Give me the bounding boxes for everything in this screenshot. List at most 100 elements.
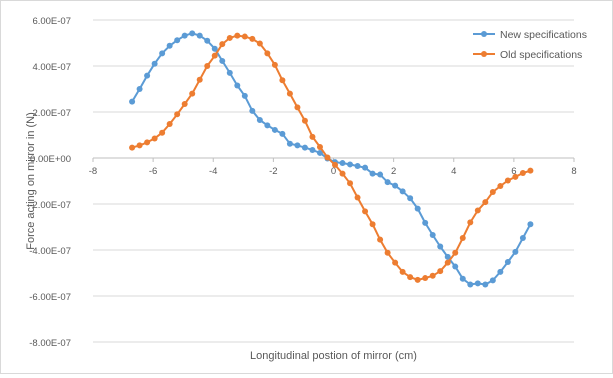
data-point-old-specifications xyxy=(362,208,369,215)
data-point-old-specifications xyxy=(211,52,218,59)
y-tick-label: -6.00E-07 xyxy=(29,292,71,303)
data-point-new-specifications xyxy=(189,30,196,37)
data-point-old-specifications xyxy=(429,272,436,279)
data-point-new-specifications xyxy=(347,161,354,168)
data-point-old-specifications xyxy=(332,161,339,168)
data-point-old-specifications xyxy=(226,34,233,41)
data-point-old-specifications xyxy=(301,117,308,124)
data-point-new-specifications xyxy=(316,149,323,156)
data-point-old-specifications xyxy=(234,32,241,39)
data-point-new-specifications xyxy=(264,122,271,129)
legend-item-old-specifications: Old specifications xyxy=(473,49,582,61)
data-point-new-specifications xyxy=(256,117,263,124)
data-point-old-specifications xyxy=(497,183,504,190)
data-point-new-specifications xyxy=(392,182,399,189)
y-tick-label: 6.00E-07 xyxy=(32,16,71,27)
y-tick-label: -2.00E-07 xyxy=(29,200,71,211)
data-point-old-specifications xyxy=(354,194,361,201)
data-point-new-specifications xyxy=(136,86,143,92)
x-tick-label: 4 xyxy=(451,166,456,177)
legend-item-new-specifications: New specifications xyxy=(473,29,587,41)
data-point-new-specifications xyxy=(459,275,466,282)
x-tick-label: 0 xyxy=(331,166,336,177)
data-point-new-specifications xyxy=(452,263,459,270)
legend: New specifications Old specifications xyxy=(473,29,587,61)
data-point-old-specifications xyxy=(504,177,511,184)
data-point-old-specifications xyxy=(174,111,181,118)
data-point-new-specifications xyxy=(181,32,188,39)
data-point-old-specifications xyxy=(309,133,316,140)
data-point-new-specifications xyxy=(429,232,436,239)
x-axis-title: Longitudinal postion of mirror (cm) xyxy=(250,350,417,362)
data-point-new-specifications xyxy=(279,130,286,137)
data-point-new-specifications xyxy=(407,195,414,202)
data-point-old-specifications xyxy=(482,199,489,206)
axis-layer: 6.00E-07 4.00E-07 2.00E-07 0.00E+00 -2.00E-0… xyxy=(29,16,576,349)
data-point-new-specifications xyxy=(354,163,361,170)
data-point-new-specifications xyxy=(512,248,519,255)
data-point-new-specifications xyxy=(482,281,489,288)
data-point-old-specifications xyxy=(444,259,451,266)
data-point-new-specifications xyxy=(226,69,233,76)
data-point-old-specifications xyxy=(286,90,293,97)
data-point-old-specifications xyxy=(384,249,391,256)
data-point-old-specifications xyxy=(369,221,376,228)
data-point-new-specifications xyxy=(384,179,391,186)
data-point-old-specifications xyxy=(527,167,534,174)
y-tick-label: -8.00E-07 xyxy=(29,338,71,349)
data-point-new-specifications xyxy=(241,92,248,99)
data-point-new-specifications xyxy=(444,253,451,260)
data-point-new-specifications xyxy=(474,280,481,287)
data-point-old-specifications xyxy=(196,76,203,83)
data-point-old-specifications xyxy=(489,189,496,196)
x-tick-label: 6 xyxy=(511,166,516,177)
data-point-new-specifications xyxy=(504,258,511,265)
legend-label-new-specifications: New specifications xyxy=(500,29,587,41)
data-point-old-specifications xyxy=(136,142,143,149)
data-point-new-specifications xyxy=(519,235,526,242)
data-point-old-specifications xyxy=(452,249,459,256)
data-point-new-specifications xyxy=(369,170,376,177)
data-point-new-specifications xyxy=(151,60,158,67)
data-point-old-specifications xyxy=(256,40,263,47)
y-tick-label: 0.00E+00 xyxy=(30,154,71,165)
y-tick-label: -4.00E-07 xyxy=(29,246,71,257)
data-point-old-specifications xyxy=(422,275,429,282)
data-point-new-specifications xyxy=(174,37,181,44)
data-point-old-specifications xyxy=(316,143,323,150)
data-point-new-specifications xyxy=(271,126,278,133)
data-point-old-specifications xyxy=(271,61,278,68)
data-point-old-specifications xyxy=(166,120,173,127)
data-point-old-specifications xyxy=(264,50,271,57)
grid-layer xyxy=(93,19,574,343)
data-point-new-specifications xyxy=(234,82,241,89)
data-point-new-specifications xyxy=(339,160,346,167)
y-tick-label: 4.00E-07 xyxy=(32,62,71,73)
data-point-old-specifications xyxy=(181,100,188,107)
data-point-old-specifications xyxy=(294,104,301,111)
data-point-old-specifications xyxy=(249,35,256,42)
data-point-old-specifications xyxy=(519,169,526,176)
data-point-old-specifications xyxy=(204,63,211,69)
x-tick-label: 8 xyxy=(571,166,576,177)
data-point-old-specifications xyxy=(399,268,406,275)
data-point-new-specifications xyxy=(467,281,474,288)
data-point-new-specifications xyxy=(211,45,218,52)
data-point-old-specifications xyxy=(324,154,331,161)
data-point-old-specifications xyxy=(159,129,166,136)
x-tick-label: -8 xyxy=(89,166,97,177)
data-point-old-specifications xyxy=(189,90,196,97)
data-point-old-specifications xyxy=(512,173,519,180)
data-point-new-specifications xyxy=(527,221,534,228)
data-point-old-specifications xyxy=(151,135,158,142)
data-point-new-specifications xyxy=(437,243,444,250)
data-point-new-specifications xyxy=(204,37,211,44)
data-point-old-specifications xyxy=(474,207,481,214)
data-point-new-specifications xyxy=(196,32,203,39)
data-point-old-specifications xyxy=(414,276,421,283)
y-axis-title: Force acting on mirror in (N) xyxy=(25,112,37,250)
data-point-new-specifications xyxy=(489,277,496,284)
data-point-new-specifications xyxy=(159,50,166,57)
